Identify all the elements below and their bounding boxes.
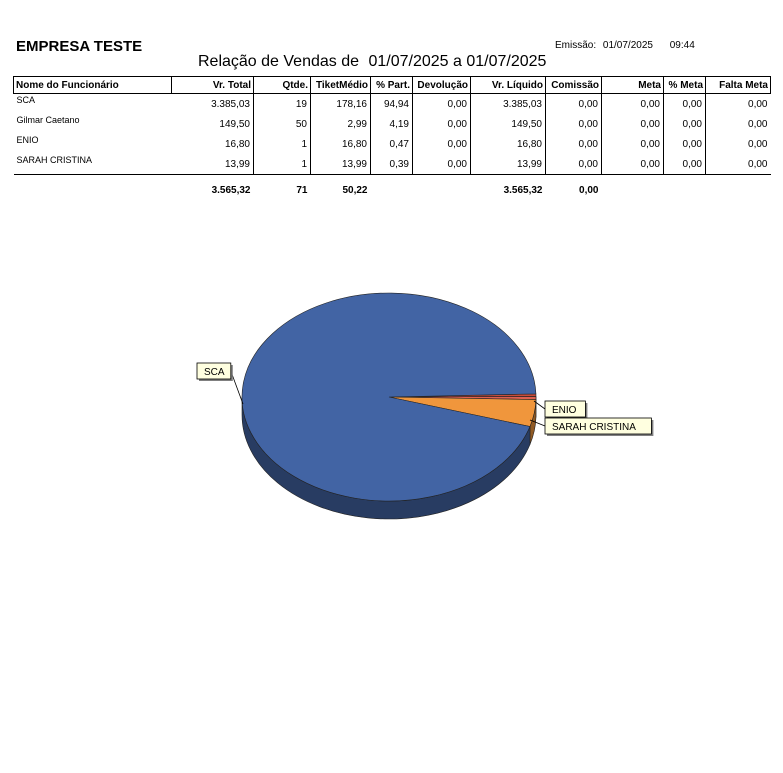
cell-pct-meta: 0,00 — [663, 114, 706, 134]
cell-qtde: 19 — [253, 93, 311, 114]
cell-qtde: 1 — [253, 154, 311, 175]
cell-nome: ENIO — [16, 135, 39, 145]
label-leader-enio — [533, 400, 546, 410]
cell-devolucao: 0,00 — [412, 154, 471, 175]
cell-falta-meta: 0,00 — [705, 134, 771, 154]
cell-meta: 0,00 — [601, 114, 664, 134]
table-row: ENIO 16,80 1 16,80 0,47 0,00 16,80 0,00 … — [14, 134, 771, 154]
cell-meta: 0,00 — [601, 154, 664, 175]
total-comissao: 0,00 — [579, 185, 599, 196]
col-header-part: % Part. — [370, 76, 413, 94]
cell-vr-liquido: 3.385,03 — [470, 93, 546, 114]
cell-part: 4,19 — [370, 114, 413, 134]
cell-nome: SCA — [16, 95, 36, 105]
cell-devolucao: 0,00 — [412, 134, 471, 154]
cell-tiket-medio: 13,99 — [310, 154, 371, 175]
table-header-row: Nome do Funcionário Vr. Total Qtde. Tike… — [13, 76, 771, 94]
cell-nome: SARAH CRISTINA — [13, 154, 172, 175]
cell-vr-liquido: 13,99 — [470, 154, 546, 175]
cell-falta-meta: 0,00 — [705, 154, 771, 175]
sales-table: Nome do Funcionário Vr. Total Qtde. Tike… — [13, 76, 771, 206]
label-leader-sca — [230, 370, 244, 405]
pie-label-sarah-cristina: SARAH CRISTINA — [552, 422, 636, 433]
cell-vr-liquido: 149,50 — [470, 114, 546, 134]
total-vr-total: 3.565,32 — [211, 185, 251, 196]
cell-qtde: 1 — [253, 134, 311, 154]
company-name: EMPRESA TESTE — [16, 38, 143, 55]
emission-info: Emissão: 01/07/2025 09:44 — [555, 40, 699, 51]
cell-meta: 0,00 — [601, 134, 664, 154]
cell-comissao: 0,00 — [545, 93, 602, 114]
emission-time: 09:44 — [669, 40, 695, 51]
cell-vr-total: 13,99 — [171, 154, 254, 175]
cell-comissao: 0,00 — [545, 134, 602, 154]
label-box-enio — [544, 400, 586, 418]
cell-pct-meta: 0,00 — [663, 134, 706, 154]
cell-part: 0,39 — [370, 154, 413, 175]
cell-comissao: 0,00 — [545, 114, 602, 134]
cell-vr-total: 16,80 — [224, 138, 250, 150]
totals-row: 3.565,32 71 50,22 3.565,32 0,00 — [14, 175, 771, 207]
table-row: SARAH CRISTINA 13,99 1 13,99 0,39 0,00 1… — [13, 154, 771, 175]
pie-slice-sca — [241, 292, 537, 502]
total-tiket-medio: 50,22 — [342, 185, 368, 196]
label-box-sarah-cristina — [544, 417, 652, 435]
cell-vr-liquido: 16,80 — [470, 134, 546, 154]
report-title-prefix: Relação de Vendas de — [198, 53, 360, 70]
label-leader-sarah-cristina — [529, 419, 546, 427]
cell-meta: 0,00 — [601, 93, 664, 114]
report-title: Relação de Vendas de 01/07/2025 a 01/07/… — [198, 53, 551, 71]
cell-nome: Gilmar Caetano — [16, 115, 80, 125]
cell-tiket-medio: 178,16 — [310, 93, 371, 114]
total-vr-liquido: 3.565,32 — [503, 185, 543, 196]
cell-devolucao: 0,00 — [412, 93, 471, 114]
cell-pct-meta: 0,00 — [663, 93, 706, 114]
emission-date: 01/07/2025 — [602, 40, 653, 51]
cell-part: 0,47 — [370, 134, 413, 154]
col-header-falta-meta: Falta Meta — [705, 76, 771, 94]
cell-falta-meta: 0,00 — [705, 93, 771, 114]
cell-part: 94,94 — [370, 93, 413, 114]
pie-label-enio: ENIO — [552, 405, 577, 416]
col-header-comissao: Comissão — [545, 76, 602, 94]
cell-vr-total: 149,50 — [219, 118, 250, 130]
cell-tiket-medio: 16,80 — [310, 134, 371, 154]
report-title-period: 01/07/2025 a 01/07/2025 — [368, 53, 547, 70]
cell-qtde: 50 — [253, 114, 311, 134]
label-box-sca — [196, 362, 232, 380]
cell-comissao: 0,00 — [545, 154, 602, 175]
table-row: Gilmar Caetano 149,50 50 2,99 4,19 0,00 … — [14, 114, 771, 134]
emission-label: Emissão: — [555, 40, 597, 51]
cell-vr-total: 3.385,03 — [211, 98, 250, 110]
cell-falta-meta: 0,00 — [705, 114, 771, 134]
col-header-qtde: Qtde. — [253, 76, 311, 94]
cell-tiket-medio: 2,99 — [310, 114, 371, 134]
table-row: SCA 3.385,03 19 178,16 94,94 0,00 3.385,… — [14, 93, 771, 114]
cell-devolucao: 0,00 — [412, 114, 471, 134]
pie-label-sca: SCA — [204, 367, 225, 378]
total-qtde: 71 — [296, 185, 308, 196]
cell-pct-meta: 0,00 — [663, 154, 706, 175]
